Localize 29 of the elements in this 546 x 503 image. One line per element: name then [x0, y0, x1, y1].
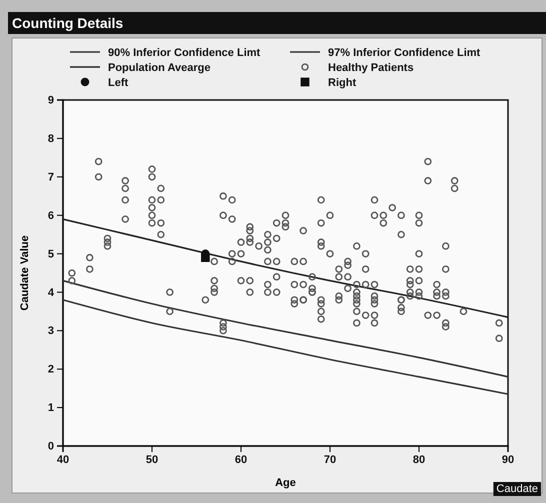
line-series — [62, 280, 509, 378]
x-tick-label: 80 — [412, 454, 426, 466]
legend-label: Healthy Patients — [328, 62, 414, 74]
legend-label: Right — [328, 77, 356, 89]
y-tick-label: 8 — [48, 132, 54, 145]
x-tick-label: 60 — [234, 454, 248, 466]
y-tick-label: 5 — [48, 248, 54, 260]
x-tick-label: 50 — [146, 454, 158, 466]
y-tick-label: 3 — [48, 325, 54, 338]
legend-label: Population Avearge — [108, 62, 210, 74]
line-series — [62, 218, 509, 318]
line-series — [62, 299, 509, 395]
y-tick-label: 4 — [48, 286, 55, 299]
legend-label: Left — [108, 77, 128, 89]
y-axis-title: Caudate Value — [19, 235, 31, 311]
legend-label: 90% Inferior Confidence Limt — [108, 47, 261, 59]
x-tick-label: 40 — [56, 454, 70, 466]
x-tick-label: 90 — [502, 454, 514, 466]
y-tick-label: 7 — [48, 171, 54, 184]
y-tick-label: 0 — [48, 440, 54, 453]
legend-label: 97% Inferior Confidence Limt — [328, 47, 481, 59]
x-axis-title: Age — [275, 477, 296, 489]
chart-title: Counting Details — [12, 15, 124, 31]
y-tick-label: 2 — [48, 364, 54, 376]
x-tick-label: 70 — [324, 454, 336, 466]
y-tick-label: 6 — [48, 210, 54, 222]
y-tick-label: 1 — [48, 402, 54, 414]
y-tick-label: 9 — [48, 94, 54, 107]
text: Caudate — [496, 483, 538, 495]
